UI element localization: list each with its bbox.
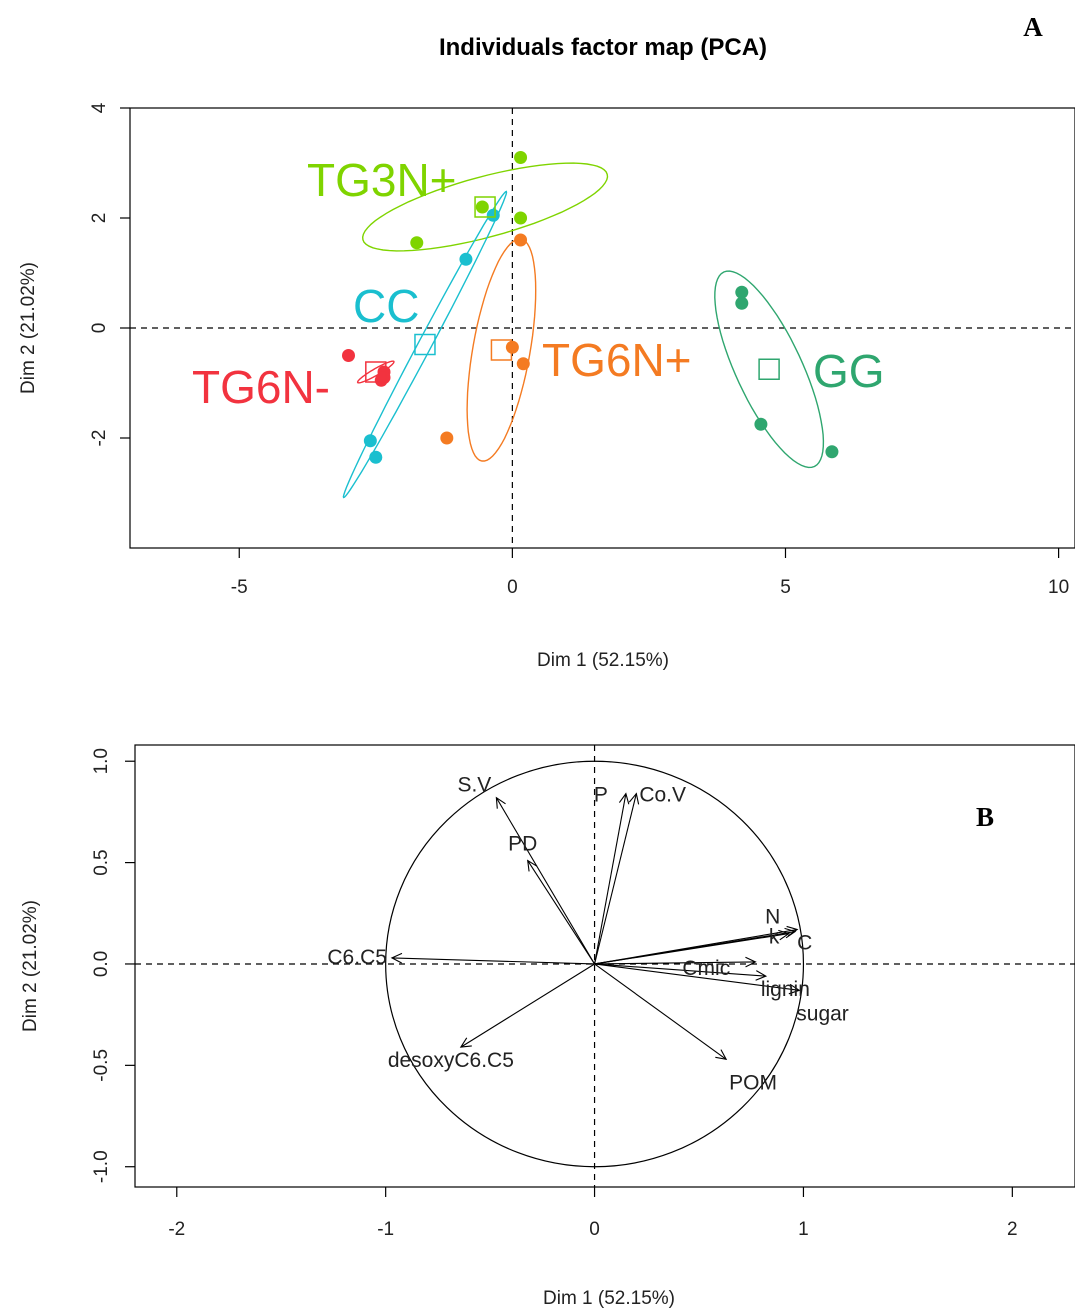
confidence-ellipse <box>714 270 825 469</box>
individual-point <box>459 252 473 266</box>
arrow-head <box>745 956 757 968</box>
individual-point <box>363 434 377 448</box>
individual-point <box>735 296 749 310</box>
arrow-head <box>527 859 538 872</box>
x-axis-label-b: Dim 1 (52.15%) <box>543 1288 675 1309</box>
group-barycenter <box>414 333 436 356</box>
arrow-head <box>778 929 791 941</box>
y-tick-label-b: 0.5 <box>91 849 112 875</box>
variable-arrow <box>594 930 796 965</box>
panel-letter-a: A <box>1023 12 1043 42</box>
group-label: GG <box>813 345 885 397</box>
individual-point <box>410 236 424 250</box>
variable-arrow <box>527 860 596 965</box>
x-tick-label-b: 1 <box>798 1219 809 1240</box>
x-tick-label-b: -1 <box>377 1219 394 1240</box>
group-label: TG6N- <box>192 361 330 413</box>
individual-point <box>475 200 489 214</box>
variable-arrow <box>460 963 595 1048</box>
variable-label: P <box>594 784 608 807</box>
variable-arrow <box>594 961 756 965</box>
individual-point <box>341 349 355 362</box>
group-label: TG3N+ <box>307 154 457 206</box>
arrow-head <box>784 927 797 939</box>
y-tick-label-a: -2 <box>89 430 110 447</box>
y-axis-label-a: Dim 2 (21.02%) <box>18 262 39 394</box>
variable-label: k <box>769 926 780 949</box>
x-tick-label-a: 5 <box>780 577 791 598</box>
group-label: TG6N+ <box>542 334 692 386</box>
variable-label: sugar <box>796 1002 849 1025</box>
variable-arrow <box>594 963 727 1060</box>
variable-label: S.V <box>457 774 491 797</box>
individual-point <box>486 208 500 222</box>
confidence-ellipse <box>361 162 609 252</box>
variable-arrow <box>391 957 595 965</box>
variable-arrow <box>594 963 800 991</box>
x-tick-label-a: -5 <box>231 577 248 598</box>
y-tick-label-b: 1.0 <box>91 748 112 774</box>
variable-arrow <box>594 793 637 965</box>
group-barycenter <box>365 361 387 383</box>
y-tick-label-a: 0 <box>89 323 110 334</box>
variable-label: PD <box>508 833 537 856</box>
confidence-ellipse <box>342 190 508 499</box>
individual-point <box>369 450 383 464</box>
variable-label: Cmic <box>682 957 730 980</box>
panel-letter-b: B <box>976 802 994 832</box>
individual-point <box>377 371 391 384</box>
variable-arrow <box>495 797 596 965</box>
y-tick-label-b: -1.0 <box>91 1150 112 1183</box>
individual-point <box>505 340 519 354</box>
arrow-head <box>495 796 506 809</box>
individual-point <box>514 151 528 164</box>
group-barycenter <box>490 339 513 361</box>
plot-area-b <box>134 744 1075 1188</box>
arrow-head <box>715 1049 728 1061</box>
panel-a: Individuals factor map (PCA) A -5 0 5 10 -2 0… <box>18 12 1075 671</box>
arrow-head <box>618 792 630 805</box>
variable-label: POM <box>729 1071 777 1094</box>
chart-title: Individuals factor map (PCA) <box>439 34 767 61</box>
y-tick-label-b: -0.5 <box>91 1049 112 1082</box>
arrow-head <box>628 792 640 805</box>
individual-point <box>825 445 839 459</box>
x-tick-label-b: -2 <box>168 1219 185 1240</box>
individual-point <box>514 233 528 247</box>
variable-label: Co.V <box>639 784 686 807</box>
x-tick-label-a: 10 <box>1048 577 1069 598</box>
y-axis-label-b: Dim 2 (21.02%) <box>20 900 41 1032</box>
correlation-circle <box>385 760 805 1168</box>
group-barycenter <box>474 196 496 218</box>
variable-arrow <box>594 963 766 977</box>
y-tick-label-b: 0.0 <box>91 951 112 977</box>
variable-label: desoxyC6.C5 <box>388 1049 514 1072</box>
variable-label: C6.C5 <box>327 946 387 969</box>
variable-arrow <box>594 793 627 965</box>
group-label: CC <box>353 280 419 332</box>
variable-label: lignin <box>761 978 810 1001</box>
arrow-head <box>755 970 768 981</box>
arrow-head <box>459 1037 472 1048</box>
x-tick-label-a: 0 <box>507 577 518 598</box>
group-barycenter <box>758 358 780 380</box>
individual-point <box>514 211 528 225</box>
arrow-head <box>390 952 403 964</box>
x-axis-label-a: Dim 1 (52.15%) <box>537 650 669 671</box>
individual-point <box>735 285 749 299</box>
x-tick-label-b: 2 <box>1007 1219 1018 1240</box>
individual-point <box>516 357 530 371</box>
individual-point <box>754 417 768 431</box>
arrow-head <box>788 983 801 995</box>
variable-label: N <box>765 906 780 929</box>
y-tick-label-a: 2 <box>89 213 110 224</box>
y-tick-label-a: 4 <box>89 102 110 113</box>
variable-label: C <box>797 932 812 955</box>
x-tick-label-b: 0 <box>589 1219 600 1240</box>
confidence-ellipse <box>466 238 537 462</box>
individual-point <box>440 431 454 445</box>
